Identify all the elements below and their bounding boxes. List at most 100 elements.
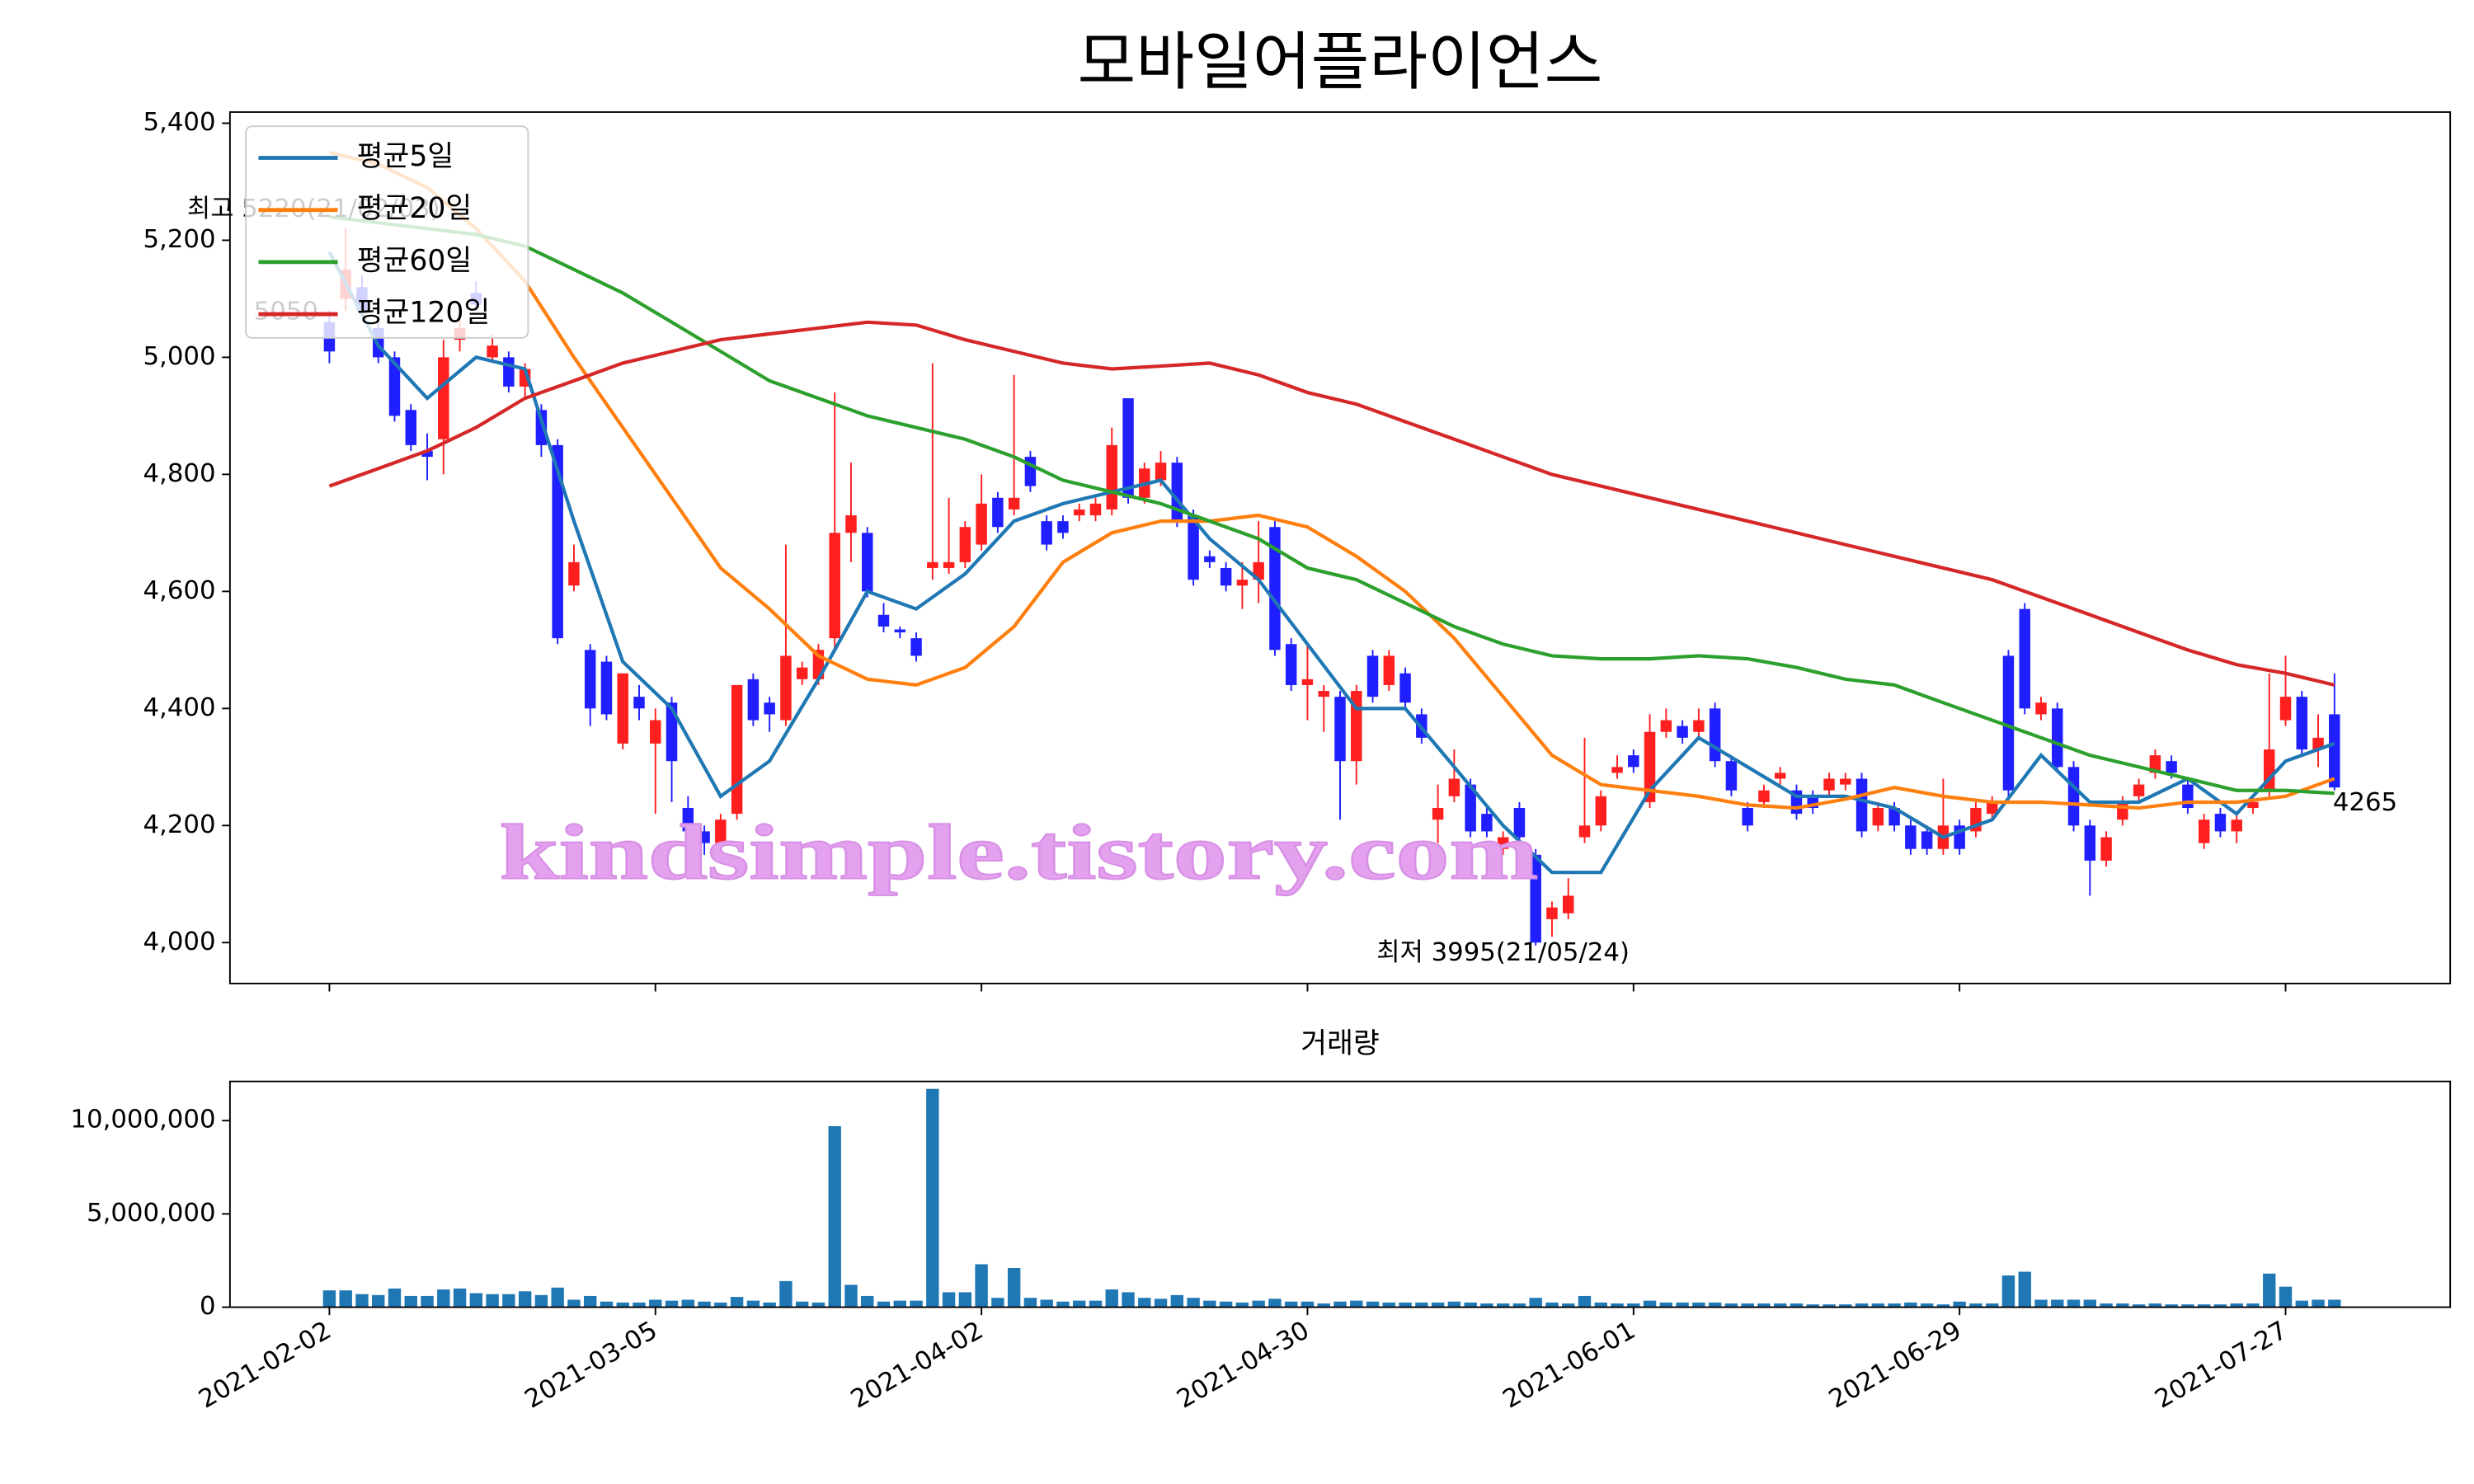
volume-bar [1741,1303,1754,1308]
volume-bar [1562,1303,1575,1308]
volume-bar [355,1294,369,1308]
volume-bar [1431,1302,1445,1308]
candle-body [421,450,433,458]
candle-body [1155,463,1167,481]
volume-bar [437,1289,450,1308]
volume-bar [1317,1303,1330,1308]
candle-body [2231,819,2242,832]
volume-bar [2001,1275,2015,1308]
volume-bar [1252,1300,1265,1308]
candle-body [617,673,628,744]
candle-body [1660,720,1672,732]
volume-bar [551,1287,564,1308]
volume-bar [1415,1302,1428,1308]
volume-bar [910,1300,923,1308]
volume-bar [1611,1303,1624,1308]
volume-bar [2279,1286,2293,1308]
candle-body [862,533,873,592]
candle-body [2182,784,2194,809]
volume-bar [1969,1303,1982,1308]
candle-body [1366,655,1379,697]
volume-bar [681,1299,694,1308]
candle-body [388,357,401,416]
candle-body [894,629,906,633]
candle-body [2117,801,2128,820]
candle-body [1758,790,1770,802]
volume-bar [779,1280,793,1308]
volume-bar [1643,1300,1657,1308]
candle-body [2100,837,2112,861]
volume-bar [1855,1303,1869,1308]
volume-bar [2116,1303,2129,1308]
candle-body [1872,808,1884,826]
candle-body [1595,796,1607,826]
candle-body [1611,767,1623,773]
candle-body [1236,580,1249,586]
y-tick-label: 5,000,000 [87,1199,216,1228]
volume-bar [991,1298,1004,1308]
candle-body [1513,808,1526,838]
volume-bar [1382,1302,1395,1308]
legend-label: 평균120일 [357,297,491,330]
candle-body [2214,814,2227,832]
candle-body [731,684,743,815]
candle-body [650,720,661,744]
volume-bar [1823,1304,1836,1308]
volume-bar [2246,1303,2260,1308]
volume-bar [1774,1303,1787,1308]
volume-bar [1007,1268,1021,1308]
volume-bar [534,1294,548,1308]
volume-bar [2051,1299,2064,1308]
candle-body [1856,778,1868,832]
ma-line [329,215,2335,796]
y-tick-label: 5,000 [143,342,215,371]
volume-bar [1122,1292,1135,1308]
volume-bar [1594,1302,1607,1308]
volume-bar [2067,1299,2081,1308]
candle-body [959,527,971,562]
candle-body [1774,773,1786,779]
volume-bar [1920,1303,1934,1308]
volume-bar [861,1295,874,1308]
candle-body [1497,837,1509,849]
volume-bar [828,1126,841,1308]
volume-bar [1953,1301,1966,1308]
y-tick-label: 5,400 [143,108,215,137]
candle-body [1269,527,1281,650]
volume-bar [404,1295,417,1308]
volume-title: 거래량 [1300,1027,1380,1060]
candle-body [1644,731,1656,802]
y-tick-label: 4,800 [143,459,215,488]
volume-bar [600,1301,614,1308]
candle-body [1905,825,1917,849]
candle-body [1057,521,1069,533]
candle-body [1041,521,1052,545]
volume-bar [1888,1303,1901,1308]
volume-bar [2213,1304,2227,1308]
volume-bar [372,1294,385,1308]
legend-label: 평균5일 [357,140,454,173]
volume-bar [2018,1271,2031,1308]
legend-label: 평균60일 [357,244,473,277]
volume-bar [421,1295,434,1308]
candle-body [568,561,580,586]
y-tick-label: 0 [200,1292,216,1321]
volume-bar [1170,1294,1184,1308]
candle-body [1628,755,1639,768]
y-tick-label: 4,000 [143,928,215,956]
volume-bar [2132,1304,2146,1308]
candle-body [2002,655,2015,791]
volume-bar [795,1301,809,1308]
candle-body [1465,784,1476,832]
volume-bar [1023,1298,1037,1308]
volume-bar [1350,1300,1363,1308]
candle-body [796,667,808,679]
candle-body [1334,697,1346,762]
y-tick-label: 5,200 [143,225,215,254]
candle-body [1986,801,1998,815]
candle-body [552,444,563,639]
candle-body [535,410,548,445]
volume-bar [1936,1304,1950,1308]
volume-bar [811,1302,825,1308]
volume-bar [633,1302,646,1308]
